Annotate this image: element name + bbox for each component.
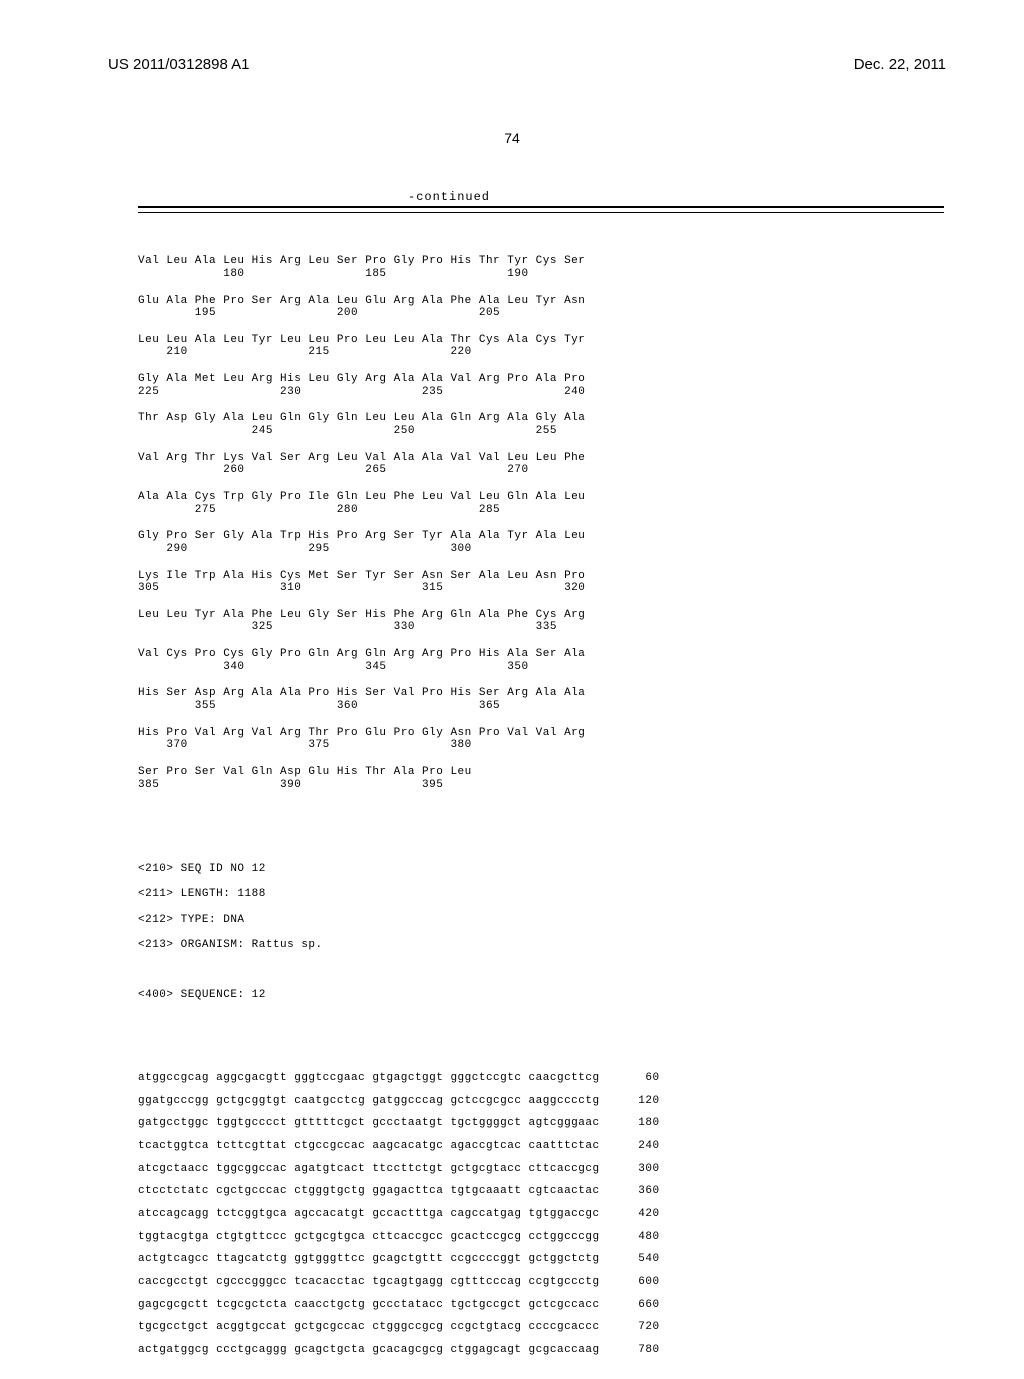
dna-sequence: caccgcctgt cgcccgggcc tcacacctac tgcagtg… <box>138 1276 600 1289</box>
page-number: 74 <box>0 130 1024 146</box>
dna-position: 300 <box>622 1163 660 1176</box>
aa-line: Gly Ala Met Leu Arg His Leu Gly Arg Ala … <box>138 373 660 386</box>
position-line: 340 345 350 <box>138 661 660 674</box>
seq-id-line: <210> SEQ ID NO 12 <box>138 863 660 876</box>
rule-bottom <box>138 212 944 213</box>
rule-top <box>138 206 944 208</box>
seq-type-line: <212> TYPE: DNA <box>138 914 660 927</box>
position-line: 275 280 285 <box>138 504 660 517</box>
seq-sequence-line: <400> SEQUENCE: 12 <box>138 989 660 1002</box>
dna-line: ggatgcccgg gctgcggtgt caatgcctcg gatggcc… <box>138 1095 660 1108</box>
dna-line: tcactggtca tcttcgttat ctgccgccac aagcaca… <box>138 1140 660 1153</box>
protein-block: Thr Asp Gly Ala Leu Gln Gly Gln Leu Leu … <box>138 412 660 437</box>
protein-block: Ser Pro Ser Val Gln Asp Glu His Thr Ala … <box>138 766 660 791</box>
aa-line: Ala Ala Cys Trp Gly Pro Ile Gln Leu Phe … <box>138 491 660 504</box>
protein-block: Gly Pro Ser Gly Ala Trp His Pro Arg Ser … <box>138 530 660 555</box>
aa-line: His Ser Asp Arg Ala Ala Pro His Ser Val … <box>138 687 660 700</box>
aa-line: Val Arg Thr Lys Val Ser Arg Leu Val Ala … <box>138 452 660 465</box>
position-line: 195 200 205 <box>138 307 660 320</box>
dna-position: 480 <box>622 1231 660 1244</box>
seq-meta: <210> SEQ ID NO 12 <211> LENGTH: 1188 <2… <box>138 851 660 1027</box>
protein-block: Val Cys Pro Cys Gly Pro Gln Arg Gln Arg … <box>138 648 660 673</box>
dna-position: 420 <box>622 1208 660 1221</box>
protein-block: His Ser Asp Arg Ala Ala Pro His Ser Val … <box>138 687 660 712</box>
dna-sequence: actgatggcg ccctgcaggg gcagctgcta gcacagc… <box>138 1344 600 1357</box>
publication-date: Dec. 22, 2011 <box>854 56 946 73</box>
page-header: US 2011/0312898 A1 Dec. 22, 2011 <box>0 56 1024 73</box>
dna-position: 780 <box>622 1344 660 1357</box>
position-line: 180 185 190 <box>138 268 660 281</box>
protein-block: Glu Ala Phe Pro Ser Arg Ala Leu Glu Arg … <box>138 295 660 320</box>
dna-sequence: atggccgcag aggcgacgtt gggtccgaac gtgagct… <box>138 1072 600 1085</box>
dna-line: tggtacgtga ctgtgttccc gctgcgtgca cttcacc… <box>138 1231 660 1244</box>
protein-block: His Pro Val Arg Val Arg Thr Pro Glu Pro … <box>138 727 660 752</box>
dna-position: 660 <box>622 1299 660 1312</box>
protein-block: Leu Leu Tyr Ala Phe Leu Gly Ser His Phe … <box>138 609 660 634</box>
dna-sequence: atccagcagg tctcggtgca agccacatgt gccactt… <box>138 1208 600 1221</box>
position-line: 210 215 220 <box>138 346 660 359</box>
aa-line: Val Cys Pro Cys Gly Pro Gln Arg Gln Arg … <box>138 648 660 661</box>
dna-position: 360 <box>622 1185 660 1198</box>
dna-sequence: ggatgcccgg gctgcggtgt caatgcctcg gatggcc… <box>138 1095 600 1108</box>
aa-line: Gly Pro Ser Gly Ala Trp His Pro Arg Ser … <box>138 530 660 543</box>
dna-position: 600 <box>622 1276 660 1289</box>
dna-position: 240 <box>622 1140 660 1153</box>
position-line: 245 250 255 <box>138 425 660 438</box>
seq-length-line: <211> LENGTH: 1188 <box>138 888 660 901</box>
dna-position: 720 <box>622 1321 660 1334</box>
dna-line: gatgcctggc tggtgcccct gtttttcgct gccctaa… <box>138 1117 660 1130</box>
dna-sequence: tcactggtca tcttcgttat ctgccgccac aagcaca… <box>138 1140 600 1153</box>
dna-line: tgcgcctgct acggtgccat gctgcgccac ctgggcc… <box>138 1321 660 1334</box>
position-line: 385 390 395 <box>138 779 660 792</box>
dna-line: actgtcagcc ttagcatctg ggtgggttcc gcagctg… <box>138 1253 660 1266</box>
continued-label: -continued <box>408 190 490 204</box>
protein-block: Lys Ile Trp Ala His Cys Met Ser Tyr Ser … <box>138 570 660 595</box>
aa-line: His Pro Val Arg Val Arg Thr Pro Glu Pro … <box>138 727 660 740</box>
dna-line: ctcctctatc cgctgcccac ctgggtgctg ggagact… <box>138 1185 660 1198</box>
dna-line: atcgctaacc tggcggccac agatgtcact ttccttc… <box>138 1163 660 1176</box>
dna-position: 60 <box>622 1072 660 1085</box>
protein-block: Gly Ala Met Leu Arg His Leu Gly Arg Ala … <box>138 373 660 398</box>
aa-line: Leu Leu Tyr Ala Phe Leu Gly Ser His Phe … <box>138 609 660 622</box>
position-line: 355 360 365 <box>138 700 660 713</box>
dna-sequence: gatgcctggc tggtgcccct gtttttcgct gccctaa… <box>138 1117 600 1130</box>
sequence-listing: Val Leu Ala Leu His Arg Leu Ser Pro Gly … <box>138 230 660 1379</box>
aa-line: Thr Asp Gly Ala Leu Gln Gly Gln Leu Leu … <box>138 412 660 425</box>
position-line: 370 375 380 <box>138 739 660 752</box>
dna-position: 540 <box>622 1253 660 1266</box>
seq-organism-line: <213> ORGANISM: Rattus sp. <box>138 939 660 952</box>
position-line: 260 265 270 <box>138 464 660 477</box>
dna-position: 180 <box>622 1117 660 1130</box>
dna-sequence: ctcctctatc cgctgcccac ctgggtgctg ggagact… <box>138 1185 600 1198</box>
aa-line: Glu Ala Phe Pro Ser Arg Ala Leu Glu Arg … <box>138 295 660 308</box>
aa-line: Val Leu Ala Leu His Arg Leu Ser Pro Gly … <box>138 255 660 268</box>
protein-block: Val Arg Thr Lys Val Ser Arg Leu Val Ala … <box>138 452 660 477</box>
aa-line: Leu Leu Ala Leu Tyr Leu Leu Pro Leu Leu … <box>138 334 660 347</box>
dna-position: 120 <box>622 1095 660 1108</box>
dna-sequence: gagcgcgctt tcgcgctcta caacctgctg gccctat… <box>138 1299 600 1312</box>
dna-sequence: tggtacgtga ctgtgttccc gctgcgtgca cttcacc… <box>138 1231 600 1244</box>
dna-line: atccagcagg tctcggtgca agccacatgt gccactt… <box>138 1208 660 1221</box>
dna-sequence: atcgctaacc tggcggccac agatgtcact ttccttc… <box>138 1163 600 1176</box>
aa-line: Ser Pro Ser Val Gln Asp Glu His Thr Ala … <box>138 766 660 779</box>
dna-line: actgatggcg ccctgcaggg gcagctgcta gcacagc… <box>138 1344 660 1357</box>
dna-line: caccgcctgt cgcccgggcc tcacacctac tgcagtg… <box>138 1276 660 1289</box>
publication-number: US 2011/0312898 A1 <box>108 56 250 73</box>
position-line: 325 330 335 <box>138 621 660 634</box>
dna-line: gagcgcgctt tcgcgctcta caacctgctg gccctat… <box>138 1299 660 1312</box>
position-line: 305 310 315 320 <box>138 582 660 595</box>
protein-block: Val Leu Ala Leu His Arg Leu Ser Pro Gly … <box>138 255 660 280</box>
protein-block: Leu Leu Ala Leu Tyr Leu Leu Pro Leu Leu … <box>138 334 660 359</box>
position-line: 290 295 300 <box>138 543 660 556</box>
aa-line: Lys Ile Trp Ala His Cys Met Ser Tyr Ser … <box>138 570 660 583</box>
dna-sequence: actgtcagcc ttagcatctg ggtgggttcc gcagctg… <box>138 1253 600 1266</box>
dna-line: atggccgcag aggcgacgtt gggtccgaac gtgagct… <box>138 1072 660 1085</box>
dna-sequence: tgcgcctgct acggtgccat gctgcgccac ctgggcc… <box>138 1321 600 1334</box>
protein-block: Ala Ala Cys Trp Gly Pro Ile Gln Leu Phe … <box>138 491 660 516</box>
position-line: 225 230 235 240 <box>138 386 660 399</box>
